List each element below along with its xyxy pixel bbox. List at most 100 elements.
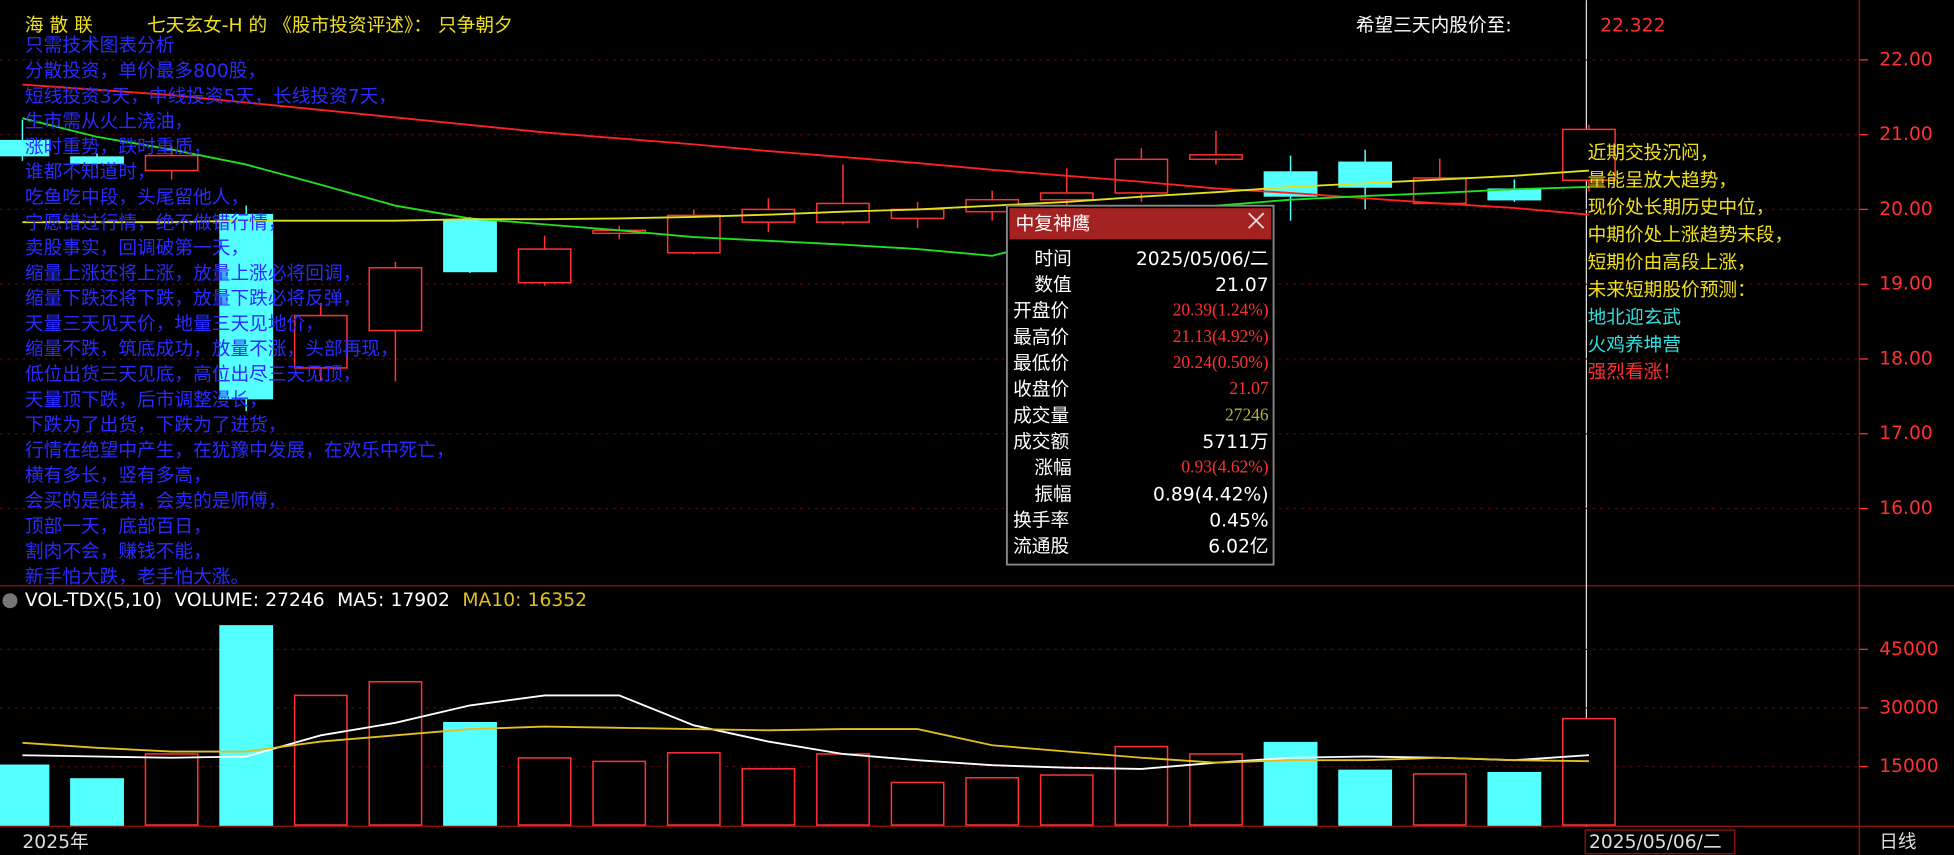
popup-value: 21.13(4.92%) — [1173, 326, 1269, 346]
popup-titlebar — [1009, 208, 1272, 240]
candle-body — [1114, 158, 1169, 194]
candle-body — [293, 314, 348, 369]
x-tick-label: 2025年 — [22, 832, 88, 853]
header-title: 七天玄女-H 的 《股市投资评述》： 只争朝夕 — [147, 16, 513, 37]
popup-label: 流通股 — [1013, 537, 1069, 558]
candle-body — [70, 156, 124, 164]
volume-bar — [443, 721, 497, 826]
y-tick-label: 15000 — [1879, 756, 1938, 777]
left-note: 宁愿错过行情，绝不做错行情， — [25, 213, 287, 234]
popup-label: 涨幅 — [1034, 458, 1071, 479]
candle-body — [1412, 177, 1467, 205]
popup-value: 27246 — [1225, 404, 1269, 424]
popup-value: 0.89(4.42%) — [1153, 484, 1269, 505]
target-value: 22.322 — [1600, 16, 1665, 37]
popup — [1005, 204, 1275, 566]
popup-value: 2025/05/06/二 — [1136, 249, 1269, 270]
left-note: 生市需从火上浇油， — [25, 112, 193, 133]
left-note: 只需技术图表分析 — [25, 36, 175, 57]
left-note: 新手怕大跌，老手怕大涨。 — [25, 567, 249, 588]
target-label: 希望三天内股价至: — [1356, 16, 1512, 37]
popup-label: 成交量 — [1013, 406, 1069, 427]
volume-bar — [1189, 753, 1243, 826]
right-note: 中期价处上涨趋势末段， — [1588, 225, 1794, 246]
left-note: 天量三天见天价，地量三天见地价， — [25, 314, 324, 335]
candle-body — [1039, 192, 1094, 201]
right-note: 现价处长期历史中位， — [1588, 198, 1775, 219]
popup-title: 中复神鹰 — [1016, 213, 1091, 235]
y-tick-label: 19.00 — [1879, 274, 1933, 295]
brand: 海 散 联 — [25, 16, 93, 37]
popup-value: 20.24(0.50%) — [1173, 352, 1269, 372]
right-note: 未来短期股价预测： — [1588, 280, 1756, 301]
left-note: 谁都不知道时， — [25, 162, 156, 183]
popup-label: 振幅 — [1034, 484, 1071, 505]
y-tick-label: 30000 — [1879, 697, 1938, 718]
candle-body — [219, 213, 274, 400]
popup-label: 最高价 — [1013, 327, 1069, 348]
volume-bar — [219, 625, 274, 826]
volume-bar — [1412, 773, 1467, 826]
popup-value: 20.39(1.24%) — [1173, 300, 1269, 320]
candle-body — [144, 154, 199, 172]
volume-bar — [293, 694, 348, 826]
left-note: 缩量上涨还将上涨，放量上涨必将回调， — [25, 263, 361, 284]
moving-average — [22, 83, 1590, 216]
left-note: 卖股事实，回调破第一天， — [25, 238, 249, 259]
popup-label: 收盘价 — [1013, 380, 1069, 401]
volume-bar — [965, 777, 1020, 826]
legend-text: MA5: — [337, 590, 384, 611]
left-note: 吃鱼吃中段，头尾留他人， — [25, 187, 249, 208]
left-note: 割肉不会，赚钱不能， — [25, 542, 212, 563]
volume-bar — [816, 753, 870, 826]
popup-value: 5711万 — [1202, 432, 1268, 453]
candle-body — [1189, 154, 1243, 161]
volume-average — [22, 725, 1589, 764]
volume-bar — [741, 768, 796, 826]
popup-value: 0.45% — [1209, 510, 1268, 531]
volume-bar — [144, 753, 199, 826]
period: 日线 — [1879, 832, 1916, 853]
volume-bar — [1039, 774, 1094, 826]
left-note: 分散投资，单价最多800股， — [25, 61, 266, 82]
left-note: 行情在绝望中产生，在犹豫中发展，在欢乐中死亡， — [25, 440, 455, 461]
volume-bar — [666, 752, 721, 826]
candle-body — [666, 214, 721, 254]
popup-label: 换手率 — [1013, 510, 1069, 531]
right-note: 近期交投沉闷， — [1588, 143, 1719, 164]
legend-text: VOLUME: — [174, 590, 259, 611]
volume-bar — [1562, 717, 1616, 826]
legend-text: 27246 — [265, 590, 324, 611]
legend-text: VOL-TDX(5,10) — [25, 590, 162, 611]
candle-body — [368, 266, 423, 332]
volume-bar — [890, 781, 945, 826]
left-note: 短线投资3天，中线投资5天，长线投资7天， — [25, 86, 397, 107]
left-note: 顶部一天，底部百日， — [25, 516, 212, 537]
volume-bar — [0, 764, 50, 826]
right-note: 短期价由高段上涨， — [1588, 253, 1756, 274]
volume-bar — [517, 757, 572, 826]
popup-value: 21.07 — [1215, 275, 1269, 296]
left-note: 下跌为了出货，下跌为了进货， — [25, 415, 287, 436]
volume-bar — [1487, 771, 1542, 826]
moving-average — [22, 117, 1589, 257]
moving-average — [22, 169, 1590, 224]
left-note: 缩量不跌，筑底成功，放量不涨，头部再现， — [25, 339, 399, 360]
date-box — [1584, 829, 1736, 855]
volume-bar — [592, 760, 647, 826]
candle-body — [517, 248, 572, 284]
volume-bar — [1338, 769, 1393, 826]
collapse-icon[interactable] — [2, 593, 18, 609]
left-note: 低位出货三天见底，高位出尽三天见顶， — [25, 365, 361, 386]
popup-label: 开盘价 — [1013, 301, 1069, 322]
volume-bar — [1263, 741, 1318, 826]
popup-close[interactable] — [1248, 212, 1265, 229]
popup-label: 数值 — [1034, 275, 1071, 296]
left-note: 涨时重势，跌时重质， — [25, 137, 212, 158]
x-tick-label: 2025/05/06/二 — [1589, 832, 1722, 853]
volume-bar — [70, 778, 124, 826]
y-tick-label: 18.00 — [1879, 348, 1933, 369]
